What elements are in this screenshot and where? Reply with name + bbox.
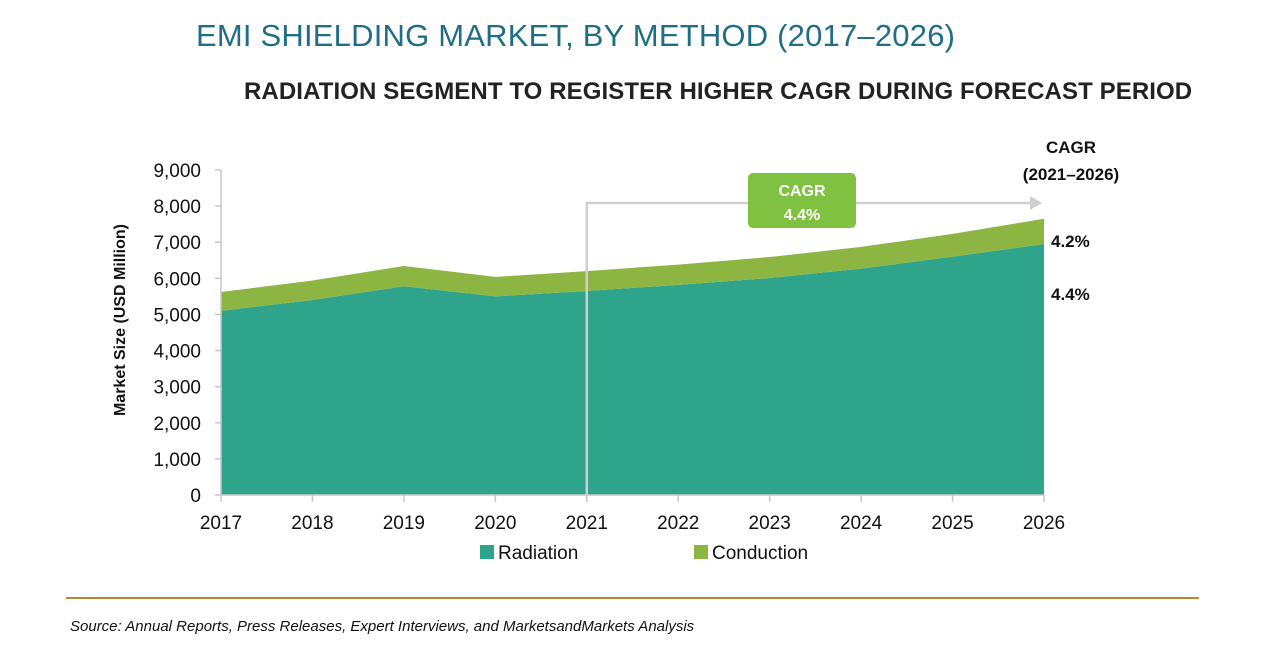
cagr-arrow-head: [1030, 196, 1042, 210]
x-tick-label: 2026: [1023, 513, 1065, 534]
source-note: Source: Annual Reports, Press Releases, …: [70, 618, 695, 635]
x-tick-label: 2019: [383, 513, 425, 534]
x-tick-label: 2024: [840, 513, 883, 534]
y-tick-label: 3,000: [153, 378, 201, 399]
y-tick-label: 0: [190, 486, 201, 507]
x-tick-label: 2022: [657, 513, 699, 534]
x-tick-label: 2020: [474, 513, 516, 534]
legend-label-conduction: Conduction: [712, 543, 808, 564]
chart-subtitle: RADIATION SEGMENT TO REGISTER HIGHER CAG…: [244, 78, 1193, 105]
y-tick-label: 9,000: [153, 161, 201, 182]
cagr-box-value: 4.4%: [784, 207, 820, 224]
cagr-header-label: CAGR: [1046, 138, 1096, 157]
y-tick-label: 2,000: [153, 414, 201, 435]
conduction-cagr-value: 4.2%: [1051, 232, 1090, 251]
conduction-area: [221, 218, 1044, 311]
source-divider: [66, 597, 1199, 599]
cagr-arrow-line: [585, 201, 1030, 495]
y-tick-label: 6,000: [153, 269, 201, 290]
radiation-cagr-value: 4.4%: [1051, 285, 1090, 304]
y-tick-label: 5,000: [153, 305, 201, 326]
chart-title: EMI SHIELDING MARKET, BY METHOD (2017–20…: [196, 18, 956, 53]
legend-swatch-radiation: [480, 545, 494, 559]
x-tick-label: 2017: [200, 513, 242, 534]
x-tick-label: 2018: [291, 513, 333, 534]
legend-label-radiation: Radiation: [498, 543, 578, 564]
x-tick-label: 2023: [749, 513, 791, 534]
y-tick-label: 1,000: [153, 450, 201, 471]
y-tick-label: 4,000: [153, 342, 201, 363]
y-axis-label: Market Size (USD Million): [112, 224, 129, 416]
cagr-box: [748, 173, 856, 228]
cagr-header-period: (2021–2026): [1023, 165, 1119, 184]
cagr-box-label: CAGR: [778, 183, 826, 200]
x-tick-label: 2025: [931, 513, 973, 534]
y-tick-label: 8,000: [153, 197, 201, 218]
y-tick-label: 7,000: [153, 233, 201, 254]
x-tick-label: 2021: [566, 513, 608, 534]
emi-shielding-area-chart: 0 1,000 2,000 3,000 4,000 5,000 6,000 7,000 8,00…: [112, 138, 1119, 564]
legend-swatch-conduction: [694, 545, 708, 559]
radiation-area: [221, 244, 1044, 495]
